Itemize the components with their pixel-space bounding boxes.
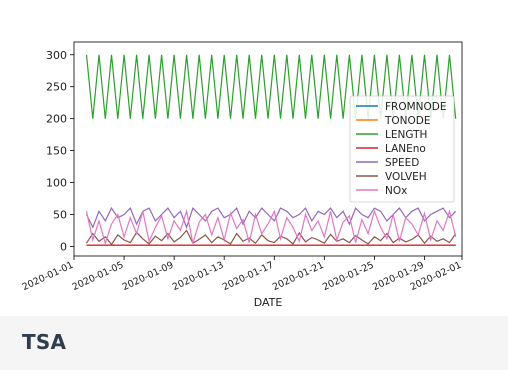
x-tick-label: 2020-01-13 <box>171 260 226 293</box>
card-footer: TSA <box>0 316 508 370</box>
x-tick-label: 2020-01-17 <box>221 260 276 293</box>
legend-label-fromnode: FROMNODE <box>385 101 447 113</box>
legend-label-laneno: LANEno <box>385 143 426 155</box>
y-tick-label: 150 <box>46 145 67 158</box>
y-tick-label: 300 <box>46 49 67 62</box>
x-tick-label: 2020-01-05 <box>71 260 126 293</box>
series-line-nox <box>85 208 457 246</box>
x-tick-label: 2020-01-21 <box>271 260 326 293</box>
line-chart: 0501001502002503002020-01-012020-01-0520… <box>21 41 463 309</box>
legend-label-length: LENGTH <box>385 129 427 141</box>
y-tick-label: 250 <box>46 81 67 94</box>
card-title: TSA <box>22 330 67 354</box>
legend-label-volveh: VOLVEH <box>385 171 427 183</box>
y-tick-label: 100 <box>46 177 67 190</box>
y-tick-label: 0 <box>60 240 67 253</box>
x-tick-label: 2020-01-25 <box>321 260 376 293</box>
x-axis-label: DATE <box>254 296 283 309</box>
x-tick-label: 2020-01-09 <box>121 260 176 293</box>
y-tick-label: 50 <box>53 208 67 221</box>
legend-label-tonode: TONODE <box>384 115 431 127</box>
series-line-volveh <box>85 229 457 246</box>
legend-label-speed: SPEED <box>385 157 419 169</box>
x-tick-label: 2020-01-01 <box>21 260 76 293</box>
legend-label-nox: NOx <box>385 185 407 197</box>
chart-panel: 0 50 100 150 200 250 300 2020-01-01 2020-01-05 20… <box>0 41 508 317</box>
plot-frame <box>73 41 463 257</box>
y-tick-label: 200 <box>46 113 67 126</box>
